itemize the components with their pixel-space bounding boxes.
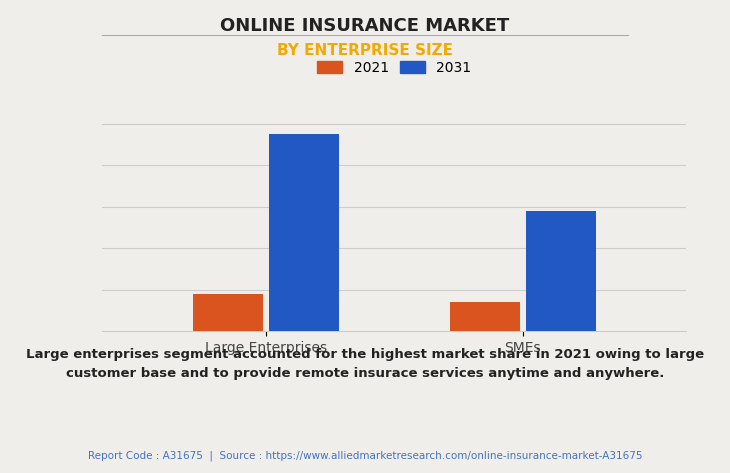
Bar xyxy=(193,294,263,331)
Text: Report Code : A31675  |  Source : https://www.alliedmarketresearch.com/online-in: Report Code : A31675 | Source : https://… xyxy=(88,451,642,461)
Text: Large enterprises segment accounted for the highest market share in 2021 owing t: Large enterprises segment accounted for … xyxy=(26,348,704,380)
Bar xyxy=(526,211,596,331)
Text: BY ENTERPRISE SIZE: BY ENTERPRISE SIZE xyxy=(277,43,453,58)
Legend: 2021, 2031: 2021, 2031 xyxy=(312,55,477,80)
Text: ONLINE INSURANCE MARKET: ONLINE INSURANCE MARKET xyxy=(220,17,510,35)
Bar xyxy=(450,302,520,331)
Bar xyxy=(269,134,339,331)
